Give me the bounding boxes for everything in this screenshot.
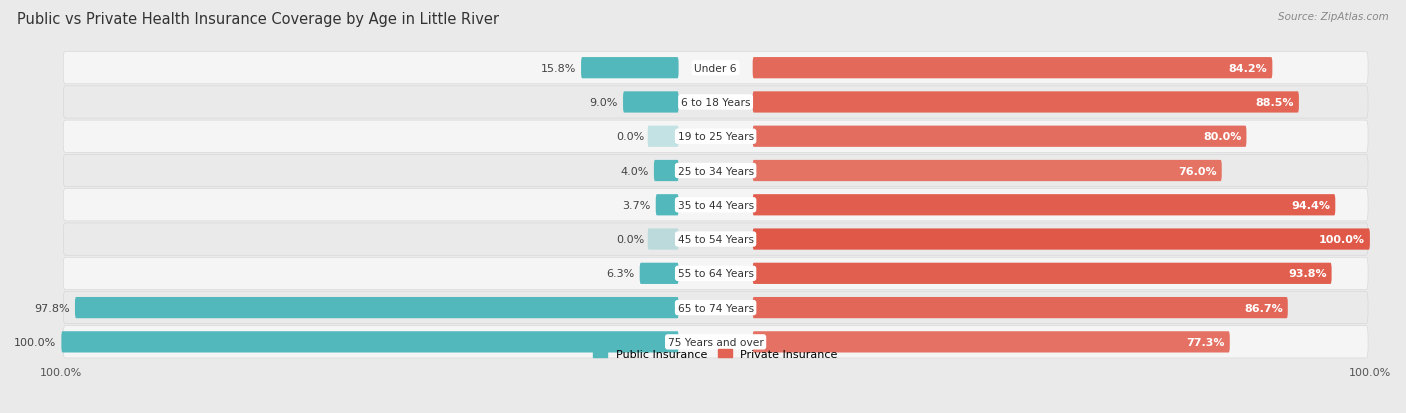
Text: 88.5%: 88.5% <box>1256 98 1294 108</box>
FancyBboxPatch shape <box>752 297 1288 318</box>
Text: 15.8%: 15.8% <box>541 64 576 74</box>
Text: 0.0%: 0.0% <box>616 235 644 244</box>
Text: Public vs Private Health Insurance Coverage by Age in Little River: Public vs Private Health Insurance Cover… <box>17 12 499 27</box>
FancyBboxPatch shape <box>648 229 679 250</box>
FancyBboxPatch shape <box>63 121 1368 153</box>
Text: 4.0%: 4.0% <box>620 166 650 176</box>
Text: 84.2%: 84.2% <box>1229 64 1267 74</box>
FancyBboxPatch shape <box>655 195 679 216</box>
FancyBboxPatch shape <box>752 126 1247 147</box>
FancyBboxPatch shape <box>62 332 679 353</box>
Legend: Public Insurance, Private Insurance: Public Insurance, Private Insurance <box>589 344 842 363</box>
FancyBboxPatch shape <box>63 326 1368 358</box>
Text: 45 to 54 Years: 45 to 54 Years <box>678 235 754 244</box>
Text: 100.0%: 100.0% <box>1319 235 1365 244</box>
Text: 80.0%: 80.0% <box>1204 132 1241 142</box>
Text: 3.7%: 3.7% <box>623 200 651 210</box>
Text: 86.7%: 86.7% <box>1244 303 1282 313</box>
Text: Under 6: Under 6 <box>695 64 737 74</box>
Text: 6.3%: 6.3% <box>606 269 634 279</box>
Text: 65 to 74 Years: 65 to 74 Years <box>678 303 754 313</box>
Text: 55 to 64 Years: 55 to 64 Years <box>678 269 754 279</box>
Text: 76.0%: 76.0% <box>1178 166 1216 176</box>
Text: 9.0%: 9.0% <box>589 98 619 108</box>
FancyBboxPatch shape <box>75 297 679 318</box>
FancyBboxPatch shape <box>63 292 1368 324</box>
FancyBboxPatch shape <box>63 155 1368 187</box>
FancyBboxPatch shape <box>640 263 679 284</box>
Text: 75 Years and over: 75 Years and over <box>668 337 763 347</box>
Text: 19 to 25 Years: 19 to 25 Years <box>678 132 754 142</box>
Text: 97.8%: 97.8% <box>34 303 70 313</box>
FancyBboxPatch shape <box>752 229 1369 250</box>
FancyBboxPatch shape <box>752 92 1299 113</box>
FancyBboxPatch shape <box>752 58 1272 79</box>
Text: 0.0%: 0.0% <box>616 132 644 142</box>
Text: 100.0%: 100.0% <box>14 337 56 347</box>
Text: 94.4%: 94.4% <box>1291 200 1330 210</box>
FancyBboxPatch shape <box>752 195 1336 216</box>
Text: 6 to 18 Years: 6 to 18 Years <box>681 98 751 108</box>
FancyBboxPatch shape <box>63 189 1368 221</box>
FancyBboxPatch shape <box>752 332 1230 353</box>
FancyBboxPatch shape <box>63 223 1368 256</box>
FancyBboxPatch shape <box>63 258 1368 290</box>
Text: 77.3%: 77.3% <box>1187 337 1225 347</box>
FancyBboxPatch shape <box>752 263 1331 284</box>
Text: 35 to 44 Years: 35 to 44 Years <box>678 200 754 210</box>
Text: Source: ZipAtlas.com: Source: ZipAtlas.com <box>1278 12 1389 22</box>
FancyBboxPatch shape <box>752 161 1222 182</box>
FancyBboxPatch shape <box>63 87 1368 119</box>
Text: 93.8%: 93.8% <box>1288 269 1327 279</box>
FancyBboxPatch shape <box>623 92 679 113</box>
FancyBboxPatch shape <box>648 126 679 147</box>
Text: 25 to 34 Years: 25 to 34 Years <box>678 166 754 176</box>
FancyBboxPatch shape <box>581 58 679 79</box>
FancyBboxPatch shape <box>63 52 1368 85</box>
FancyBboxPatch shape <box>654 161 679 182</box>
